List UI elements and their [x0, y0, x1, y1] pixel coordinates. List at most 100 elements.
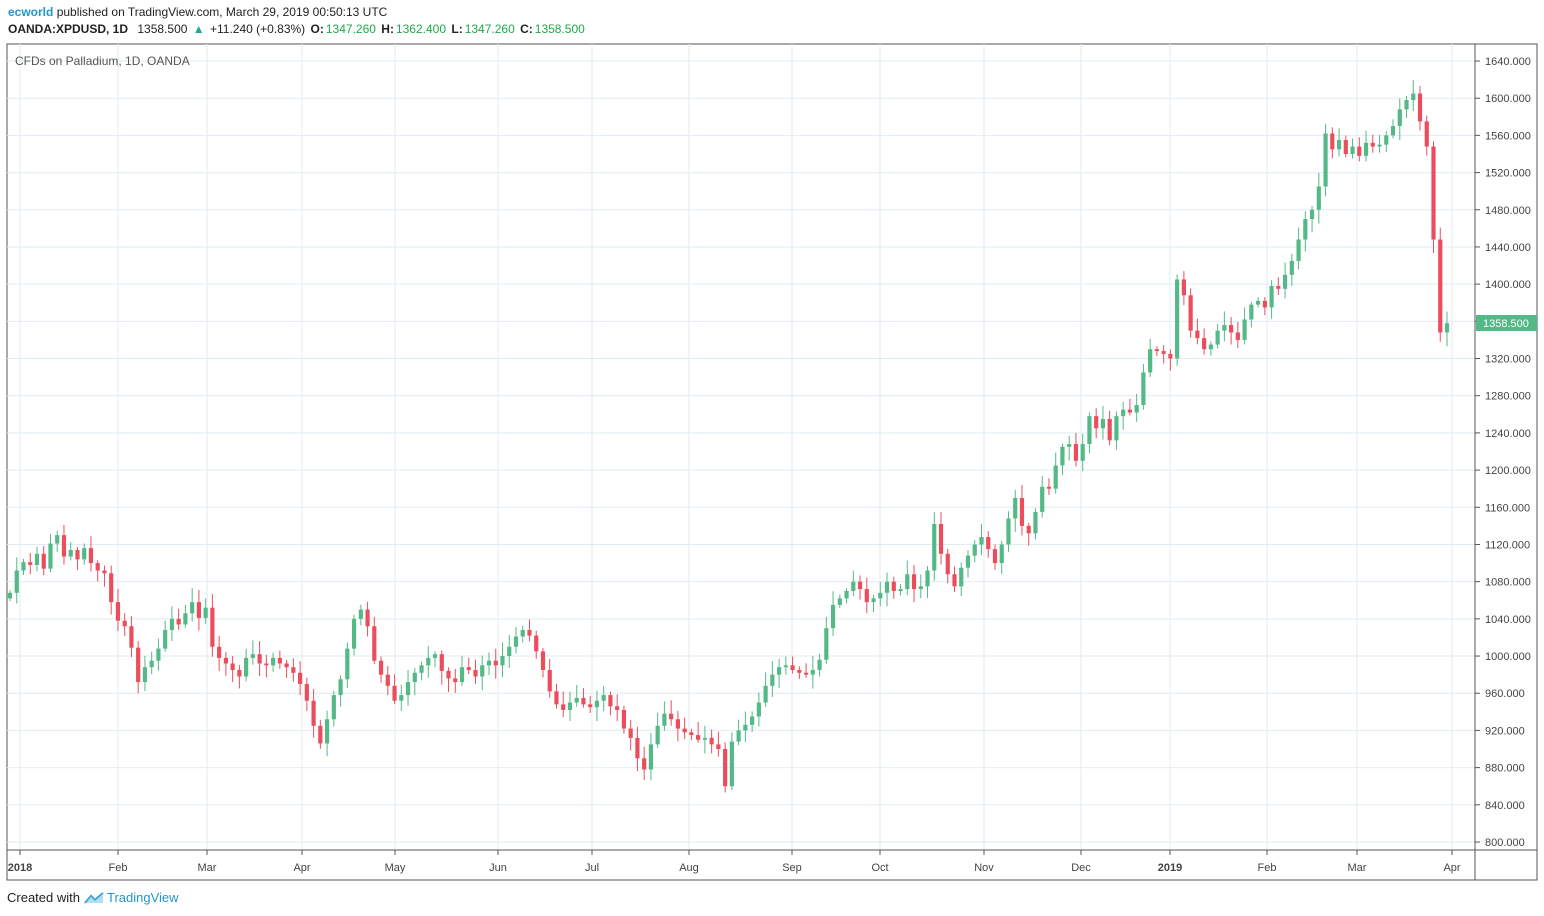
- candle-body: [932, 524, 937, 571]
- candle-body: [601, 695, 606, 701]
- candle-body: [115, 602, 121, 621]
- candle-body: [338, 679, 343, 696]
- candle-body: [810, 669, 815, 675]
- candle-body: [1417, 93, 1423, 122]
- candle-body: [1256, 300, 1261, 305]
- candle-body: [446, 670, 451, 679]
- candle-body: [7, 592, 13, 599]
- candle-body: [1087, 416, 1092, 445]
- x-tick-label: Oct: [871, 862, 888, 874]
- candle-body: [82, 548, 87, 560]
- change-arrow-icon: ▲: [192, 22, 205, 36]
- symbol-label: OANDA:XPDUSD, 1D: [8, 22, 129, 36]
- candle-body: [1282, 274, 1288, 289]
- candle-body: [217, 646, 222, 658]
- candle-body: [244, 657, 249, 677]
- candle-body: [736, 730, 741, 742]
- candle-body: [351, 618, 357, 649]
- candle-body: [938, 524, 944, 554]
- x-tick-label: May: [385, 862, 406, 874]
- candle-body: [1161, 351, 1166, 354]
- y-tick-label: 1240.000: [1485, 428, 1531, 440]
- candle-body: [1229, 325, 1234, 333]
- candle-body: [1175, 279, 1180, 359]
- candle-body: [669, 713, 674, 720]
- candle-body: [230, 663, 235, 670]
- candle-body: [284, 663, 289, 668]
- candle-body: [507, 646, 512, 657]
- candle-body: [615, 706, 620, 710]
- high-value: 1362.400: [395, 22, 447, 36]
- candle-body: [304, 683, 309, 701]
- close-label: C:: [520, 22, 533, 36]
- candle-body: [554, 691, 559, 705]
- tradingview-logo-icon: [84, 891, 104, 904]
- candle-body: [527, 630, 532, 636]
- candle-body: [608, 695, 613, 707]
- candle-body: [534, 635, 539, 652]
- x-tick-label: Jul: [585, 862, 599, 874]
- candle-body: [1134, 405, 1139, 413]
- change-value: +11.240 (+0.83%): [210, 22, 306, 36]
- candle-body: [453, 678, 458, 683]
- x-tick-label: Feb: [109, 862, 128, 874]
- candle-body: [223, 657, 228, 664]
- candle-body: [540, 651, 546, 670]
- candle-body: [156, 648, 161, 661]
- close-value: 1358.500: [534, 22, 585, 36]
- candle-body: [466, 667, 471, 670]
- author-link[interactable]: ecworld: [8, 5, 54, 19]
- candle-body: [318, 725, 323, 744]
- candle-body: [1033, 511, 1038, 534]
- candle-body: [642, 758, 647, 770]
- candle-body: [1100, 418, 1106, 429]
- candle-body: [716, 744, 721, 750]
- y-tick-label: 880.000: [1485, 763, 1525, 775]
- candle-body: [750, 716, 755, 725]
- candle-body: [817, 659, 822, 670]
- candle-body: [777, 667, 782, 675]
- candle-body: [291, 667, 296, 673]
- candle-body: [493, 660, 498, 666]
- candle-body: [824, 628, 829, 660]
- x-axis[interactable]: 2018 Feb Mar Apr May Jun Jul Aug Sep Oct Nov Dec 201…: [7, 849, 1537, 874]
- candle-body: [756, 702, 761, 717]
- candle-body: [399, 695, 404, 701]
- candle-body: [1350, 146, 1355, 154]
- candle-body: [298, 672, 303, 684]
- candle-body: [136, 647, 141, 683]
- candle-body: [878, 592, 883, 599]
- last-price-tag: [1476, 315, 1537, 331]
- candle-body: [210, 607, 215, 647]
- y-tick-label: 1600.000: [1485, 93, 1531, 105]
- candle-body: [635, 737, 640, 759]
- candle-body: [520, 630, 525, 637]
- candle-body: [1242, 319, 1247, 340]
- candle-body: [945, 553, 950, 575]
- candle-body: [689, 732, 694, 736]
- candle-body: [88, 548, 94, 564]
- y-axis[interactable]: 800.000 840.000 880.000 920.000 960.000 1000.…: [1474, 44, 1531, 880]
- candle-body: [1148, 349, 1153, 373]
- candle-body: [1127, 409, 1133, 413]
- candle-body: [1411, 93, 1416, 101]
- candle-body: [264, 663, 269, 666]
- candle-body: [61, 535, 67, 557]
- candle-body: [1390, 126, 1396, 136]
- candle-body: [1384, 135, 1389, 145]
- y-tick-label: 1000.000: [1485, 651, 1531, 663]
- candle-body: [1370, 142, 1375, 147]
- candle-body: [743, 724, 748, 731]
- candle-body: [1269, 286, 1274, 308]
- y-tick-label: 1640.000: [1485, 56, 1531, 68]
- candle-body: [1188, 295, 1193, 331]
- candle-body: [911, 574, 917, 590]
- x-tick-label: Apr: [293, 862, 310, 874]
- tradingview-brand-link[interactable]: TradingView: [106, 890, 179, 905]
- candle-body: [163, 630, 168, 649]
- candle-body: [588, 704, 593, 708]
- y-tick-label: 1200.000: [1485, 465, 1531, 477]
- candle-body: [830, 604, 836, 629]
- candle-body: [864, 589, 869, 603]
